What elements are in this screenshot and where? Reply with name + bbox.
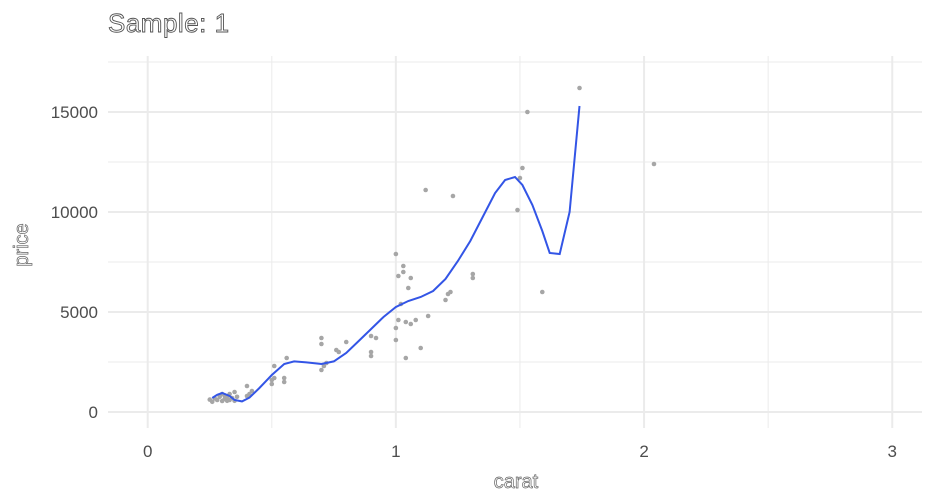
y-tick-label: 15000	[51, 103, 98, 122]
major-gridlines	[108, 56, 922, 428]
scatter-point	[281, 379, 287, 385]
scatter-point	[271, 363, 277, 369]
scatter-point	[393, 337, 399, 343]
minor-gridlines	[108, 56, 922, 428]
scatter-point	[401, 269, 406, 275]
y-tick-label: 0	[89, 403, 98, 422]
scatter-point	[413, 317, 419, 323]
scatter-point	[271, 375, 277, 381]
scatter-point	[368, 349, 374, 355]
scatter-point	[284, 355, 289, 361]
x-tick-labels: 0 1 2 3	[143, 442, 897, 461]
scatter-point	[525, 109, 530, 115]
x-tick-label: 2	[639, 442, 648, 461]
scatter-point	[651, 161, 657, 167]
x-tick-label: 0	[143, 442, 152, 461]
scatter-point	[425, 313, 431, 319]
scatter-point	[403, 319, 409, 325]
scatter-point	[423, 187, 428, 193]
scatter-point	[396, 273, 401, 279]
scatter-point	[319, 335, 324, 341]
scatter-point	[343, 339, 349, 345]
scatter-point	[405, 285, 411, 291]
scatter-point	[539, 289, 545, 295]
scatter-point	[517, 175, 523, 181]
scatter-point	[450, 193, 456, 199]
scatter-point	[232, 389, 237, 395]
scatter-point	[401, 263, 406, 269]
scatter-point	[373, 335, 379, 341]
y-tick-labels: 0 5000 10000 15000	[51, 103, 98, 422]
scatter-points	[207, 85, 657, 405]
scatter-point	[209, 399, 215, 405]
scatter-point	[443, 297, 448, 303]
x-tick-label: 3	[887, 442, 896, 461]
smooth-trend-line	[211, 105, 581, 403]
scatter-point	[319, 367, 324, 373]
chart-title: Sample: 1	[108, 8, 230, 39]
scatter-point	[214, 397, 220, 403]
scatter-point	[403, 355, 409, 361]
scatter-point	[470, 271, 476, 277]
scatter-point	[393, 251, 399, 257]
scatter-point	[368, 333, 374, 339]
y-tick-label: 10000	[51, 203, 98, 222]
scatter-point	[249, 388, 255, 394]
scatter-point	[408, 321, 414, 327]
scatter-point	[269, 381, 275, 387]
scatter-point	[515, 207, 520, 213]
scatter-point	[396, 317, 401, 323]
scatter-point	[234, 394, 240, 400]
scatter-point	[577, 85, 582, 91]
scatter-point	[336, 349, 342, 355]
scatter-point	[281, 375, 287, 381]
x-axis-label: carat	[494, 471, 539, 493]
scatter-point	[244, 383, 250, 389]
scatter-point	[408, 275, 414, 281]
scatter-point	[368, 353, 374, 359]
scatter-point	[470, 275, 476, 281]
y-axis-label: price	[11, 223, 33, 266]
scatter-point	[520, 165, 525, 171]
scatter-point	[393, 325, 399, 331]
x-tick-label: 1	[391, 442, 400, 461]
y-tick-label: 5000	[60, 303, 98, 322]
scatter-point	[418, 345, 423, 351]
scatter-point	[319, 341, 324, 347]
scatter-point	[448, 289, 453, 295]
